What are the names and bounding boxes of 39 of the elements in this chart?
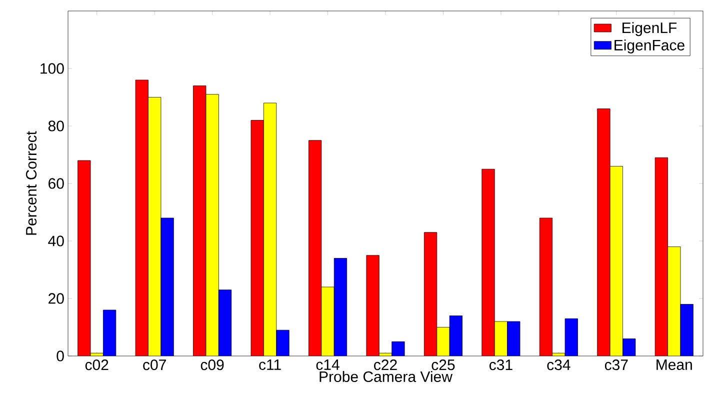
bar <box>321 286 334 356</box>
legend-label: EigenLF <box>622 22 677 36</box>
bar <box>449 316 462 356</box>
x-tick-label: c25 <box>432 360 455 370</box>
bar <box>103 310 116 356</box>
y-tick-label: 60 <box>48 178 64 189</box>
bar <box>668 246 681 356</box>
bar <box>507 321 520 356</box>
bar <box>564 318 578 356</box>
bar <box>334 258 348 356</box>
bar <box>160 218 174 356</box>
bar <box>276 330 290 356</box>
x-tick-label: c34 <box>547 360 570 370</box>
x-tick-label: Mean <box>656 360 692 370</box>
bar <box>610 166 623 356</box>
x-tick-label: c11 <box>259 360 281 370</box>
legend-label: EigenFace <box>614 39 684 54</box>
bar <box>680 304 694 356</box>
bar <box>206 94 219 356</box>
x-tick-label: c22 <box>374 360 397 370</box>
bar <box>264 102 277 356</box>
y-tick-label: 80 <box>48 120 64 132</box>
bar <box>622 338 636 356</box>
y-tick-label: 20 <box>48 293 64 304</box>
bar <box>436 327 450 356</box>
y-axis-title: Percent Correct <box>26 131 37 235</box>
y-tick-label: 0 <box>56 350 64 362</box>
x-tick-label: c02 <box>85 360 108 370</box>
bar <box>494 321 508 356</box>
x-axis-title: Probe Camera View <box>320 371 452 382</box>
bar <box>218 290 232 356</box>
bar <box>148 97 162 356</box>
y-tick-label: 100 <box>40 63 64 74</box>
x-tick-label: c31 <box>490 360 512 370</box>
y-tick-label: 40 <box>48 236 64 246</box>
x-tick-label: c09 <box>200 360 224 370</box>
x-tick-label: c37 <box>604 360 628 370</box>
x-tick-label: c14 <box>316 360 340 370</box>
x-tick-label: c07 <box>143 360 166 370</box>
